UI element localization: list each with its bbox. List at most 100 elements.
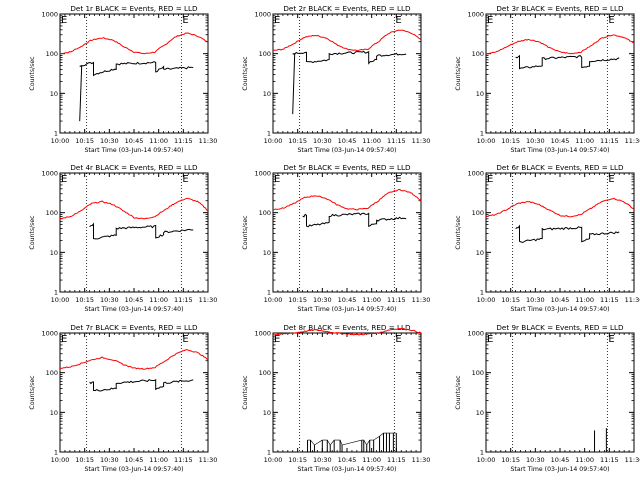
event-marker-label: E <box>608 15 614 26</box>
y-tick-label: 1 <box>267 449 271 457</box>
x-tick-label: 11:30 <box>625 296 640 304</box>
event-marker-label: E <box>61 174 67 185</box>
y-tick-label: 1000 <box>254 11 271 19</box>
x-tick-label: 10:00 <box>51 296 70 304</box>
panel-det6: Det 6r BLACK = Events, RED = LLD Counts/s… <box>455 163 640 313</box>
event-marker-label: E <box>487 15 493 26</box>
x-tick-label: 10:15 <box>75 296 94 304</box>
events-series-line <box>515 54 620 70</box>
event-marker-label: E <box>608 174 614 185</box>
x-tick-label: 10:00 <box>51 137 70 145</box>
lld-series-line <box>59 349 209 370</box>
y-axis-label: Counts/sec <box>242 56 249 91</box>
panel-det4: Det 4r BLACK = Events, RED = LLD Counts/s… <box>29 163 217 313</box>
panel-det8: Det 8r BLACK = Events, RED = LLD Counts/s… <box>242 323 430 473</box>
x-axis-label: Start Time (03-Jun-14 09:57:40) <box>510 466 609 473</box>
x-tick-label: 11:00 <box>575 456 594 464</box>
lld-series-line <box>485 34 635 55</box>
x-tick-label: 11:00 <box>362 137 381 145</box>
panel-title: Det 5r BLACK = Events, RED = LLD <box>283 163 411 172</box>
x-tick-label: 10:45 <box>338 296 357 304</box>
y-tick-label: 10 <box>476 409 484 417</box>
lld-series-line <box>272 29 422 52</box>
panel-det1: Det 1r BLACK = Events, RED = LLD Counts/s… <box>29 4 217 154</box>
y-tick-label: 10 <box>476 90 484 98</box>
y-tick-label: 10 <box>50 409 58 417</box>
lld-series-line <box>272 327 422 336</box>
lld-series-line <box>59 197 209 220</box>
y-axis-label: Counts/sec <box>29 56 36 91</box>
y-tick-label: 100 <box>472 209 484 217</box>
event-marker-label: E <box>274 334 280 345</box>
event-marker-label: E <box>395 174 401 185</box>
y-tick-label: 100 <box>259 209 271 217</box>
y-tick-label: 1 <box>480 449 484 457</box>
x-tick-label: 10:15 <box>288 456 307 464</box>
x-tick-label: 11:00 <box>362 456 381 464</box>
x-tick-label: 10:00 <box>51 456 70 464</box>
y-axis-label: Counts/sec <box>455 56 462 91</box>
x-tick-label: 11:30 <box>412 296 431 304</box>
events-series-line <box>79 61 194 122</box>
x-tick-label: 10:30 <box>100 456 119 464</box>
x-tick-label: 11:00 <box>575 137 594 145</box>
y-tick-label: 1000 <box>254 170 271 178</box>
panel-det7: Det 7r BLACK = Events, RED = LLD Counts/s… <box>29 323 217 473</box>
y-tick-label: 1000 <box>467 330 484 338</box>
x-tick-label: 11:15 <box>387 296 406 304</box>
x-axis-label: Start Time (03-Jun-14 09:57:40) <box>510 147 609 154</box>
x-tick-label: 11:00 <box>149 456 168 464</box>
x-axis-label: Start Time (03-Jun-14 09:57:40) <box>510 306 609 313</box>
x-axis-label: Start Time (03-Jun-14 09:57:40) <box>84 466 183 473</box>
x-tick-label: 11:15 <box>174 296 193 304</box>
x-tick-label: 10:00 <box>477 296 496 304</box>
y-tick-label: 10 <box>263 409 271 417</box>
x-tick-label: 11:30 <box>199 137 218 145</box>
y-tick-label: 1 <box>267 130 271 138</box>
x-tick-label: 11:15 <box>600 456 619 464</box>
x-tick-label: 10:00 <box>264 296 283 304</box>
events-series-line <box>292 50 407 115</box>
x-axis-label: Start Time (03-Jun-14 09:57:40) <box>84 147 183 154</box>
x-tick-label: 10:30 <box>313 456 332 464</box>
y-tick-label: 1 <box>54 289 58 297</box>
x-tick-label: 11:30 <box>199 456 218 464</box>
y-axis-label: Counts/sec <box>242 215 249 250</box>
event-marker-label: E <box>395 334 401 345</box>
y-tick-label: 10 <box>50 90 58 98</box>
y-axis-label: Counts/sec <box>29 215 36 250</box>
x-tick-label: 10:15 <box>75 137 94 145</box>
x-tick-label: 10:00 <box>477 456 496 464</box>
x-tick-label: 10:30 <box>313 296 332 304</box>
y-tick-label: 1 <box>480 289 484 297</box>
x-tick-label: 10:45 <box>338 456 357 464</box>
lld-series-line <box>485 197 635 218</box>
y-tick-label: 1000 <box>41 170 58 178</box>
panel-title: Det 7r BLACK = Events, RED = LLD <box>70 323 198 332</box>
x-tick-label: 10:00 <box>264 456 283 464</box>
x-tick-label: 10:30 <box>100 137 119 145</box>
x-tick-label: 10:30 <box>526 137 545 145</box>
x-tick-label: 11:15 <box>174 456 193 464</box>
event-marker-label: E <box>182 15 188 26</box>
y-tick-label: 100 <box>472 369 484 377</box>
y-tick-label: 100 <box>472 50 484 58</box>
x-tick-label: 10:45 <box>125 137 144 145</box>
panel-title: Det 2r BLACK = Events, RED = LLD <box>283 4 411 13</box>
x-axis-label: Start Time (03-Jun-14 09:57:40) <box>297 147 396 154</box>
x-tick-label: 10:15 <box>501 456 520 464</box>
panel-det2: Det 2r BLACK = Events, RED = LLD Counts/s… <box>242 4 430 154</box>
y-tick-label: 10 <box>476 249 484 257</box>
panel-title: Det 4r BLACK = Events, RED = LLD <box>70 163 198 172</box>
x-tick-label: 10:45 <box>125 456 144 464</box>
y-tick-label: 1 <box>54 449 58 457</box>
x-tick-label: 11:30 <box>625 456 640 464</box>
y-tick-label: 100 <box>46 209 58 217</box>
event-marker-label: E <box>395 15 401 26</box>
panel-title: Det 9r BLACK = Events, RED = LLD <box>496 323 624 332</box>
x-tick-label: 10:30 <box>526 296 545 304</box>
y-axis-label: Counts/sec <box>455 375 462 410</box>
event-marker-label: E <box>274 174 280 185</box>
